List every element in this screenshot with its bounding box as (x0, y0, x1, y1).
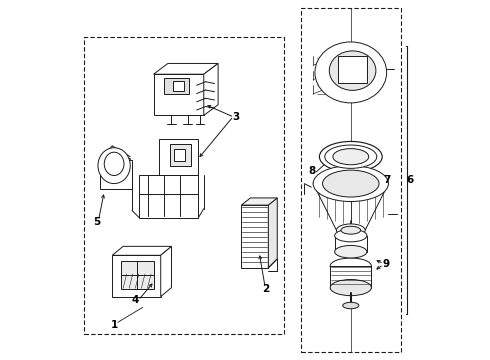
Polygon shape (173, 81, 184, 91)
Polygon shape (122, 261, 153, 289)
Polygon shape (159, 139, 198, 175)
Ellipse shape (322, 170, 379, 197)
Ellipse shape (319, 141, 382, 172)
Polygon shape (330, 266, 371, 288)
Polygon shape (153, 63, 218, 74)
Ellipse shape (341, 226, 361, 234)
Polygon shape (112, 255, 161, 297)
Polygon shape (174, 149, 185, 161)
Text: 6: 6 (406, 175, 414, 185)
Polygon shape (101, 158, 130, 189)
Polygon shape (161, 246, 171, 297)
Polygon shape (335, 235, 367, 252)
Text: 1: 1 (110, 320, 118, 330)
Ellipse shape (98, 148, 130, 184)
Polygon shape (170, 144, 191, 166)
Ellipse shape (337, 224, 365, 237)
Polygon shape (269, 198, 277, 268)
Ellipse shape (343, 302, 359, 309)
Text: 7: 7 (383, 175, 391, 185)
Ellipse shape (315, 42, 387, 103)
Polygon shape (242, 198, 277, 205)
Polygon shape (153, 74, 204, 116)
Polygon shape (164, 78, 190, 94)
Ellipse shape (313, 166, 389, 202)
Ellipse shape (335, 229, 367, 242)
Text: 5: 5 (94, 217, 101, 227)
Text: 8: 8 (308, 166, 316, 176)
Text: 2: 2 (262, 284, 270, 294)
Text: 9: 9 (382, 259, 390, 269)
Polygon shape (338, 56, 367, 83)
Ellipse shape (330, 279, 371, 296)
Ellipse shape (333, 149, 368, 165)
Text: 4: 4 (132, 295, 139, 305)
Polygon shape (204, 63, 218, 116)
Ellipse shape (330, 258, 371, 274)
Bar (100, 160, 132, 189)
Polygon shape (139, 175, 198, 218)
Ellipse shape (335, 246, 367, 258)
Text: 3: 3 (232, 112, 240, 122)
Ellipse shape (104, 152, 124, 176)
Bar (300, 8, 401, 352)
Ellipse shape (329, 51, 376, 90)
Ellipse shape (325, 145, 377, 168)
Polygon shape (112, 246, 172, 255)
Polygon shape (242, 205, 269, 268)
Bar (84, 37, 285, 334)
